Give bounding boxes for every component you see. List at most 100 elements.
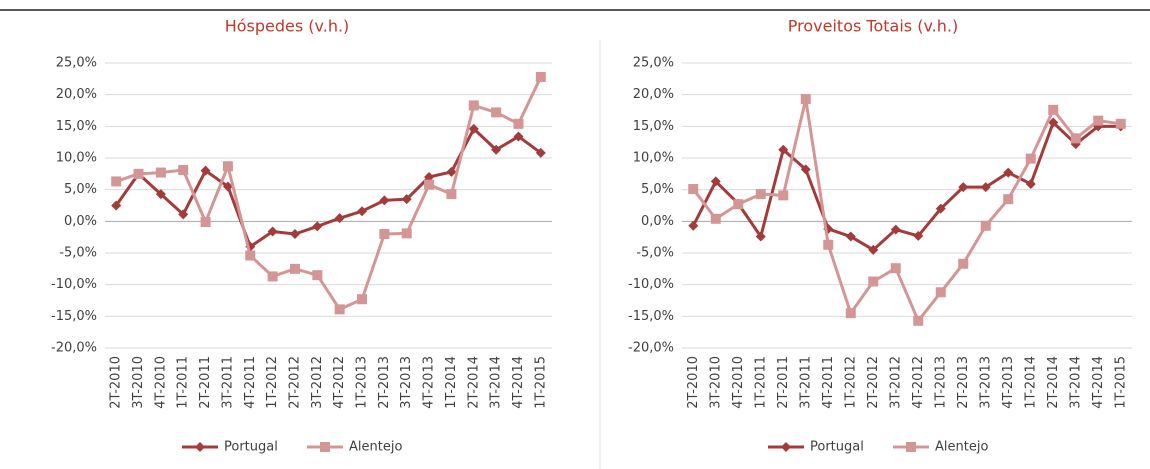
point [379, 229, 390, 239]
x-tick-label: 2T-2011 [776, 356, 791, 409]
point [178, 165, 189, 176]
point [1048, 104, 1059, 115]
x-tick-label: 4T-2013 [1001, 356, 1016, 409]
point [245, 250, 256, 261]
y-tick-label: -5,0% [59, 246, 97, 261]
x-tick-label: 1T-2015 [1113, 356, 1128, 409]
y-tick-label: 25,0% [633, 56, 674, 71]
x-tick-label: 2T-2013 [377, 356, 392, 409]
point [1025, 178, 1036, 189]
x-tick-label: 3T-2012 [310, 356, 325, 409]
point [688, 184, 699, 195]
x-tick-label: 3T-2011 [798, 356, 813, 409]
x-tick-label: 4T-2011 [243, 356, 258, 409]
series-line [691, 121, 1121, 252]
y-tick-label: 10,0% [633, 151, 674, 166]
point [913, 230, 924, 241]
point [401, 228, 412, 239]
x-tick-label: 2T-2014 [1046, 356, 1061, 409]
point [1048, 117, 1059, 128]
point [222, 181, 233, 192]
point [222, 161, 233, 172]
point [845, 308, 856, 319]
point [935, 287, 946, 298]
point [312, 221, 323, 232]
x-tick-label: 4T-2010 [731, 356, 746, 409]
x-tick-label: 2T-2010 [109, 356, 124, 409]
point [890, 263, 901, 274]
point [133, 168, 144, 179]
y-tick-label: 0,0% [641, 214, 674, 229]
point [200, 216, 211, 227]
x-tick-label: 3T-2013 [978, 356, 993, 409]
x-tick-label: 1T-2011 [176, 356, 191, 409]
point [710, 176, 721, 187]
point [778, 190, 789, 201]
y-tick-label: -5,0% [636, 246, 674, 261]
point [800, 164, 811, 175]
y-tick-label: -20,0% [51, 341, 97, 356]
x-tick-label: 4T-2013 [422, 356, 437, 409]
series-line [692, 97, 1121, 323]
x-tick-label: 2T-2010 [686, 356, 701, 409]
x-tick-label: 3T-2013 [399, 356, 414, 409]
x-tick-label: 2T-2013 [956, 356, 971, 409]
point [1093, 115, 1104, 126]
x-tick-label: 4T-2014 [511, 356, 526, 409]
point [1070, 133, 1081, 144]
series-line [115, 76, 543, 311]
y-tick-label: 5,0% [641, 182, 674, 197]
point [446, 166, 457, 177]
point [868, 244, 879, 255]
x-tick-label: 3T-2014 [1068, 356, 1083, 409]
x-tick-label: 4T-2010 [153, 356, 168, 409]
point [267, 271, 278, 282]
point [357, 294, 368, 305]
point [980, 182, 991, 193]
x-tick-label: 1T-2012 [265, 356, 280, 409]
point [958, 182, 969, 193]
point [755, 231, 766, 242]
x-tick-label: 4T-2014 [1091, 356, 1106, 409]
y-tick-label: 15,0% [56, 119, 97, 134]
legend-marker [195, 442, 205, 452]
point [178, 209, 189, 220]
x-tick-label: 4T-2012 [332, 356, 347, 409]
y-tick-label: 10,0% [56, 151, 97, 166]
point [980, 220, 991, 231]
point [155, 167, 166, 178]
y-tick-label: -10,0% [628, 277, 674, 292]
y-tick-label: -15,0% [628, 309, 674, 324]
legend-label: Portugal [224, 440, 278, 455]
point [155, 189, 166, 200]
x-tick-label: 1T-2014 [444, 356, 459, 409]
point [424, 172, 435, 182]
point [710, 213, 721, 224]
x-tick-label: 2T-2014 [466, 356, 481, 409]
y-tick-label: 5,0% [64, 182, 97, 197]
legend-marker [906, 442, 916, 452]
point [913, 315, 924, 326]
point [468, 123, 479, 134]
point [958, 258, 969, 269]
x-tick-label: 2T-2012 [866, 356, 881, 409]
y-tick-label: -10,0% [51, 277, 97, 292]
point [845, 231, 856, 242]
point [868, 276, 879, 287]
legend-label: Alentejo [349, 440, 402, 455]
x-tick-label: 1T-2015 [533, 356, 548, 409]
x-tick-label: 1T-2012 [843, 356, 858, 409]
point [468, 100, 479, 111]
y-tick-label: -20,0% [628, 341, 674, 356]
point [379, 195, 390, 206]
x-tick-label: 3T-2011 [220, 356, 235, 409]
point [334, 213, 345, 224]
point [890, 224, 901, 235]
legend-marker [320, 442, 330, 452]
point [755, 189, 766, 200]
point [535, 147, 546, 158]
point [446, 189, 457, 200]
x-tick-label: 1T-2013 [355, 356, 370, 409]
x-tick-label: 2T-2011 [198, 356, 213, 409]
y-tick-label: -15,0% [51, 309, 97, 324]
